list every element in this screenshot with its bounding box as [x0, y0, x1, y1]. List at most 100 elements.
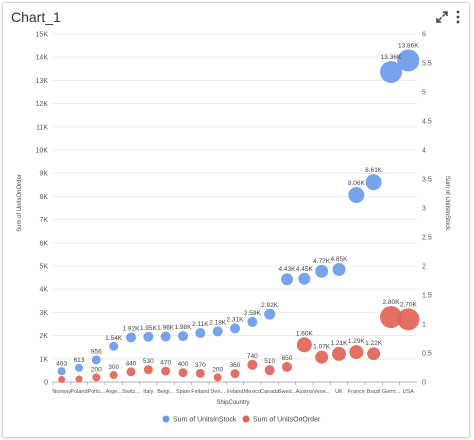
legend-swatch-units-on-order[interactable]: [242, 415, 250, 423]
bubble-units-in-stock[interactable]: [195, 328, 206, 339]
data-label: 200: [91, 366, 102, 373]
data-label: 360: [230, 362, 241, 369]
legend-swatch-units-in-stock[interactable]: [162, 415, 170, 423]
data-label: 2.11K: [192, 321, 209, 328]
data-label: 8.61K: [365, 167, 383, 174]
data-label: 4.85K: [331, 256, 349, 263]
bubble-units-on-order[interactable]: [109, 371, 118, 380]
legend: Sum of UnitsInStock Sum of UnitsOnOrder: [162, 415, 321, 424]
bubble-units-on-order[interactable]: [296, 337, 312, 353]
bubble-units-on-order[interactable]: [213, 373, 222, 382]
bubble-units-on-order[interactable]: [247, 359, 258, 370]
bubble-units-on-order[interactable]: [75, 375, 83, 383]
bubble-units-in-stock[interactable]: [281, 273, 293, 286]
data-label: 1.96K: [157, 325, 175, 332]
bubble-units-in-stock[interactable]: [247, 316, 258, 327]
bubble-units-in-stock[interactable]: [75, 363, 83, 372]
bubble-units-on-order[interactable]: [58, 375, 66, 383]
x-tick-label: Den...: [210, 389, 225, 395]
y-right-tick-label: 2: [422, 264, 426, 271]
y-axis-title-left: Sum of UnitsOnOrder: [17, 174, 23, 232]
data-label: 650: [282, 355, 293, 362]
x-tick-label: Poland: [70, 389, 87, 395]
bubble-units-in-stock[interactable]: [143, 331, 154, 342]
bubble-units-in-stock[interactable]: [160, 331, 171, 342]
bubble-units-on-order[interactable]: [397, 308, 420, 331]
bubble-units-on-order[interactable]: [178, 368, 188, 378]
chart-title: Chart_1: [11, 9, 61, 25]
bubble-units-in-stock[interactable]: [264, 308, 276, 320]
data-label: 2.70K: [400, 301, 418, 308]
bubble-units-in-stock[interactable]: [178, 331, 188, 342]
bubble-units-in-stock[interactable]: [230, 323, 240, 334]
y-right-tick-label: 1: [422, 322, 426, 329]
bubble-units-on-order[interactable]: [349, 345, 364, 360]
bubble-units-in-stock[interactable]: [315, 264, 329, 278]
bubble-units-on-order[interactable]: [282, 361, 292, 372]
bubble-units-on-order[interactable]: [315, 350, 329, 364]
bubble-units-on-order[interactable]: [195, 368, 205, 378]
bubble-units-in-stock[interactable]: [91, 355, 101, 365]
x-tick-label: Spain: [176, 389, 190, 395]
y-left-tick-label: 4K: [39, 287, 48, 294]
y-right-tick-label: 5: [422, 90, 426, 97]
data-label: 13.86K: [398, 42, 419, 49]
x-tick-label: Mexico: [244, 389, 261, 395]
data-label: 400: [178, 361, 189, 368]
y-left-tick-label: 12K: [36, 101, 49, 108]
data-label: 2.31K: [227, 316, 245, 323]
bubble-units-in-stock[interactable]: [397, 49, 420, 72]
bubble-units-in-stock[interactable]: [332, 262, 346, 276]
x-tick-label: USA: [403, 389, 415, 395]
x-tick-label: Italy: [143, 389, 153, 395]
bubble-units-on-order[interactable]: [126, 367, 136, 377]
bubble-units-in-stock[interactable]: [212, 326, 223, 337]
y-left-tick-label: 9K: [39, 171, 48, 178]
x-tick-label: Ireland: [227, 389, 244, 395]
data-label: 2.80K: [383, 299, 401, 306]
bubble-units-on-order[interactable]: [332, 346, 346, 361]
x-tick-label: Swed...: [278, 389, 297, 395]
data-label: 8.06K: [348, 180, 366, 187]
y-left-tick-label: 3K: [39, 310, 48, 317]
y-axis-title-right: Sum of UnitsInStock: [444, 176, 450, 231]
y-left-tick-label: 14K: [36, 55, 49, 62]
y-right-tick-label: 6: [422, 32, 426, 39]
bubble-units-on-order[interactable]: [264, 365, 275, 376]
y-left-tick-label: 7K: [39, 217, 48, 224]
bubble-units-on-order[interactable]: [230, 369, 240, 379]
bubble-units-in-stock[interactable]: [57, 367, 66, 376]
y-left-tick-label: 11K: [36, 124, 48, 131]
bubble-units-on-order[interactable]: [161, 366, 171, 376]
bubble-units-in-stock[interactable]: [380, 61, 402, 84]
legend-label-units-in-stock[interactable]: Sum of UnitsInStock: [173, 417, 237, 424]
bubble-units-on-order[interactable]: [367, 347, 381, 361]
data-label: 470: [160, 360, 171, 367]
legend-label-units-on-order[interactable]: Sum of UnitsOnOrder: [253, 417, 321, 424]
x-tick-label: Switz...: [122, 389, 140, 395]
bubble-units-on-order[interactable]: [380, 306, 402, 329]
expand-icon[interactable]: [435, 10, 449, 24]
left-axis-ticks: 0 1K 2K 3K 4K 5K 6K 7K 8K 9K 10K 11K 12K 13K 14K 15K: [36, 32, 49, 387]
vertical-dots-icon[interactable]: [454, 9, 462, 25]
bubble-units-in-stock[interactable]: [109, 341, 119, 351]
bubble-units-on-order[interactable]: [92, 373, 101, 382]
right-axis-ticks: 0 0.5 1 1.5 2 2.5 3 3.5 4 4.5 5 5.5 6: [422, 32, 432, 387]
data-label: 1.54K: [105, 335, 123, 342]
x-tick-label: Austria: [296, 389, 314, 395]
y-left-tick-label: 13K: [36, 78, 49, 85]
data-label: 300: [108, 364, 119, 371]
data-label: 4.45K: [296, 266, 314, 273]
bubble-units-on-order[interactable]: [143, 365, 153, 375]
bubble-units-in-stock[interactable]: [348, 187, 365, 204]
data-label: 463: [56, 360, 67, 367]
bubble-units-in-stock[interactable]: [298, 272, 311, 285]
y-right-tick-label: 1.5: [422, 293, 432, 300]
y-left-tick-label: 8K: [39, 194, 48, 201]
y-right-tick-label: 3: [422, 206, 426, 213]
y-left-tick-label: 5K: [39, 264, 48, 271]
bubble-units-in-stock[interactable]: [365, 174, 382, 191]
x-tick-label: Canada: [260, 389, 280, 395]
bubble-units-in-stock[interactable]: [126, 332, 136, 343]
